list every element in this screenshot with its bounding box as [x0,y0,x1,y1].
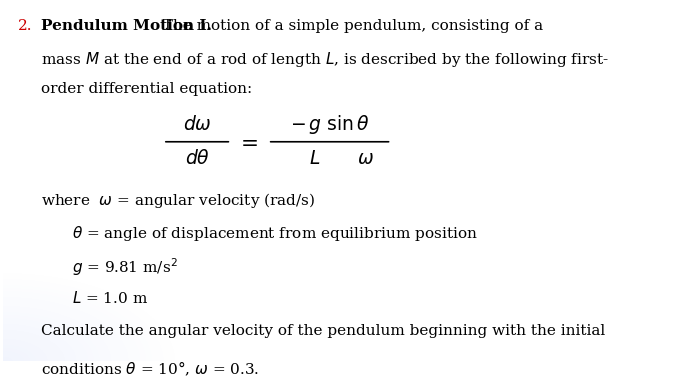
Text: $g$ = 9.81 m/s$^2$: $g$ = 9.81 m/s$^2$ [72,257,178,279]
Text: Calculate the angular velocity of the pendulum beginning with the initial: Calculate the angular velocity of the pe… [41,325,605,338]
Text: conditions $\theta$ = 10$\degree$, $\omega$ = 0.3.: conditions $\theta$ = 10$\degree$, $\ome… [41,360,259,378]
Text: $-\,g\ \sin\theta$: $-\,g\ \sin\theta$ [290,113,369,136]
Text: The motion of a simple pendulum, consisting of a: The motion of a simple pendulum, consist… [153,19,543,33]
Text: $d\theta$: $d\theta$ [185,149,210,168]
Text: where  $\omega$ = angular velocity (rad/s): where $\omega$ = angular velocity (rad/s… [41,191,315,210]
Text: $d\omega$: $d\omega$ [183,115,212,134]
Text: order differential equation:: order differential equation: [41,82,252,96]
Text: $=$: $=$ [236,132,258,152]
Text: Pendulum Motion I.: Pendulum Motion I. [41,19,212,33]
Text: $L$: $L$ [309,149,321,168]
Text: $\theta$ = angle of displacement from equilibrium position: $\theta$ = angle of displacement from eq… [72,224,479,243]
Text: $L$ = 1.0 m: $L$ = 1.0 m [72,290,148,306]
Text: 2.: 2. [18,19,32,33]
Text: $\omega$: $\omega$ [357,149,373,168]
Text: mass $M$ at the end of a rod of length $L$, is described by the following first-: mass $M$ at the end of a rod of length $… [41,50,609,69]
